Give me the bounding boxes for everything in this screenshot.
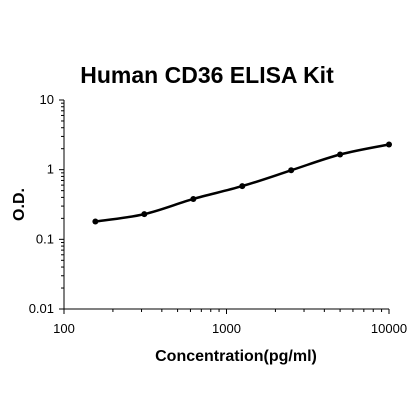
fit-curve (95, 143, 390, 223)
data-point (337, 151, 344, 158)
axis-ticks: 10 1 0.1 0.01 100 1000 10000 (29, 92, 407, 336)
y-tick-label: 1 (47, 162, 54, 177)
axes (63, 100, 389, 310)
data-points (92, 141, 392, 225)
data-point (92, 218, 99, 225)
y-tick-label: 0.1 (36, 231, 54, 246)
data-point (141, 211, 148, 218)
x-tick-label: 100 (53, 321, 75, 336)
y-axis-label: O.D. (11, 188, 28, 221)
y-tick-label: 10 (40, 92, 54, 107)
x-tick-label: 10000 (371, 321, 407, 336)
y-tick-label: 0.01 (29, 301, 54, 316)
data-point (386, 141, 392, 148)
data-point (190, 195, 197, 202)
chart-title: Human CD36 ELISA Kit (80, 62, 334, 88)
data-point (288, 167, 295, 174)
x-tick-label: 1000 (212, 321, 241, 336)
x-axis-label: Concentration(pg/ml) (155, 348, 317, 365)
data-point (239, 183, 246, 190)
